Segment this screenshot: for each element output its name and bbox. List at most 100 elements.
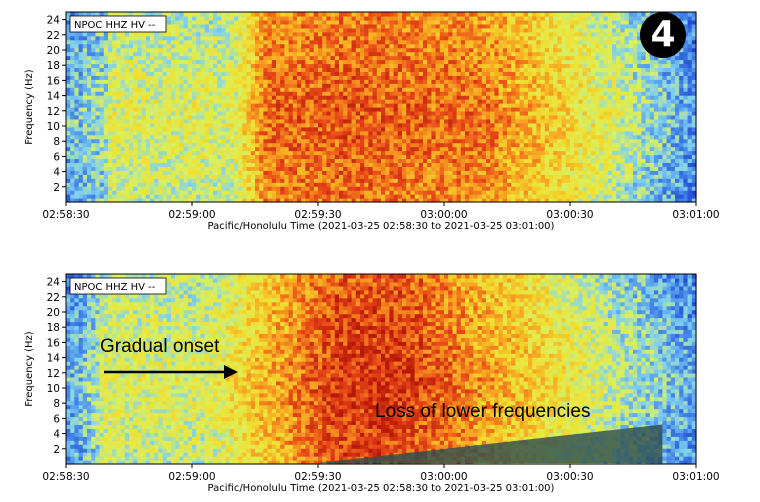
heatmap-cell: [313, 31, 319, 37]
heatmap-cell: [108, 79, 113, 84]
heatmap-cell: [124, 154, 130, 160]
heatmap-cell: [439, 154, 445, 160]
heatmap-cell: [414, 166, 420, 171]
heatmap-cell: [259, 182, 264, 187]
heatmap-cell: [196, 91, 201, 96]
heatmap-cell: [267, 71, 273, 76]
heatmap-cell: [343, 182, 348, 187]
heatmap-cell: [150, 91, 155, 96]
heatmap-cell: [154, 186, 159, 191]
heatmap-cell: [238, 91, 243, 96]
heatmap-cell: [301, 83, 306, 88]
heatmap-cell: [280, 39, 285, 45]
heatmap-cell: [339, 182, 344, 187]
heatmap-cell: [410, 67, 416, 72]
heatmap-cell: [120, 59, 126, 65]
heatmap-cell: [326, 103, 332, 108]
heatmap-cell: [187, 114, 193, 120]
heatmap-cell: [133, 55, 138, 61]
heatmap-cell: [200, 146, 206, 152]
heatmap-cell: [473, 166, 479, 171]
heatmap-cell: [301, 27, 306, 33]
heatmap-cell: [292, 194, 298, 199]
heatmap-cell: [402, 122, 407, 128]
heatmap-cell: [271, 114, 277, 120]
heatmap-cell: [171, 43, 176, 49]
heatmap-cell: [406, 146, 411, 152]
heatmap-cell: [452, 79, 458, 84]
heatmap-cell: [99, 150, 105, 156]
heatmap-cell: [120, 186, 126, 191]
heatmap-cell: [234, 43, 239, 49]
heatmap-cell: [133, 39, 138, 45]
heatmap-cell: [141, 142, 147, 148]
heatmap-cell: [364, 79, 369, 84]
heatmap-cell: [397, 154, 403, 160]
heatmap-cell: [108, 99, 113, 104]
heatmap-cell: [456, 91, 462, 96]
heatmap-cell: [360, 198, 365, 203]
heatmap-cell: [213, 47, 218, 53]
heatmap-cell: [292, 142, 298, 148]
heatmap-cell: [99, 75, 105, 80]
heatmap-cell: [410, 198, 416, 203]
heatmap-cell: [498, 59, 504, 65]
heatmap-cell: [465, 75, 470, 80]
heatmap-cell: [133, 83, 138, 88]
heatmap-cell: [389, 15, 395, 21]
heatmap-cell: [124, 79, 130, 84]
heatmap-cell: [271, 15, 277, 21]
heatmap-cell: [221, 35, 227, 41]
heatmap-cell: [217, 122, 222, 128]
heatmap-cell: [200, 55, 206, 61]
heatmap-cell: [276, 91, 281, 96]
heatmap-cell: [431, 107, 437, 112]
heatmap-cell: [225, 182, 231, 187]
heatmap-cell: [385, 15, 390, 21]
heatmap-cell: [154, 174, 159, 179]
heatmap-cell: [183, 174, 189, 179]
heatmap-cell: [263, 95, 269, 100]
heatmap-cell: [309, 71, 315, 76]
heatmap-cell: [66, 75, 71, 80]
heatmap-cell: [145, 79, 151, 84]
heatmap-cell: [389, 146, 395, 152]
heatmap-cell: [82, 47, 88, 53]
heatmap-cell: [385, 166, 390, 171]
heatmap-cell: [221, 83, 227, 88]
heatmap-cell: [229, 110, 235, 116]
heatmap-cell: [456, 23, 462, 29]
heatmap-cell: [452, 35, 458, 41]
heatmap-cell: [229, 47, 235, 53]
heatmap-cell: [334, 107, 340, 112]
heatmap-cell: [351, 27, 357, 33]
heatmap-cell: [498, 51, 504, 57]
heatmap-cell: [108, 91, 113, 96]
heatmap-cell: [116, 110, 122, 116]
heatmap-cell: [486, 126, 491, 132]
heatmap-cell: [120, 130, 126, 136]
heatmap-cell: [490, 39, 495, 45]
heatmap-cell: [183, 75, 189, 80]
heatmap-cell: [330, 166, 336, 171]
heatmap-cell: [439, 162, 445, 167]
heatmap-cell: [309, 170, 315, 175]
heatmap-cell: [150, 103, 155, 108]
heatmap-cell: [74, 158, 80, 164]
heatmap-cell: [313, 103, 319, 108]
heatmap-cell: [221, 138, 227, 144]
heatmap-cell: [246, 83, 252, 88]
heatmap-cell: [397, 27, 403, 33]
heatmap-cell: [95, 43, 101, 49]
heatmap-cell: [183, 114, 189, 120]
heatmap-cell: [427, 15, 432, 21]
heatmap-cell: [133, 71, 138, 76]
heatmap-cell: [360, 166, 365, 171]
heatmap-cell: [175, 103, 180, 108]
heatmap-cell: [74, 198, 80, 203]
heatmap-cell: [481, 114, 487, 120]
heatmap-cell: [418, 158, 424, 164]
heatmap-cell: [435, 174, 441, 179]
heatmap-cell: [343, 95, 348, 100]
heatmap-cell: [368, 182, 374, 187]
